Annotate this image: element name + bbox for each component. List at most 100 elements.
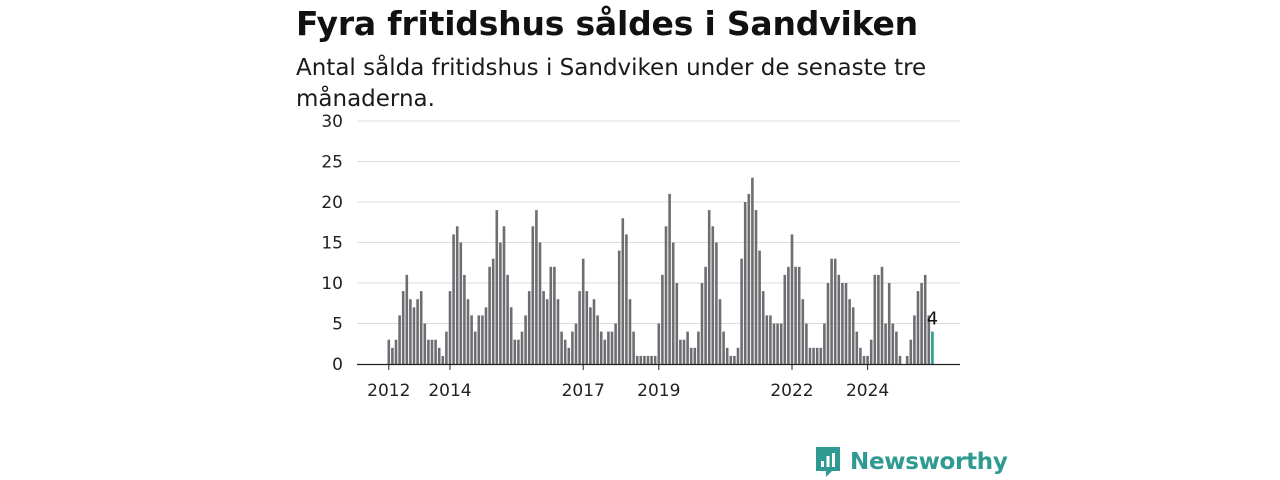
bar: [401, 291, 405, 364]
bar: [661, 274, 664, 364]
bar: [527, 291, 531, 364]
bar: [445, 331, 448, 364]
y-tick-label: 5: [332, 315, 343, 335]
bar: [913, 315, 916, 364]
bar: [776, 323, 779, 364]
bar: [545, 299, 549, 364]
bar: [387, 339, 391, 364]
bar: [585, 291, 589, 364]
bar: [812, 347, 815, 364]
bar: [675, 283, 679, 364]
bar: [639, 355, 643, 364]
bar: [607, 331, 610, 364]
bar: [560, 331, 563, 364]
bar: [470, 315, 473, 364]
bar: [772, 323, 776, 364]
bar: [905, 355, 909, 364]
bar: [844, 283, 848, 364]
bar: [769, 315, 772, 364]
bar: [790, 234, 794, 364]
bar: [635, 355, 639, 364]
bar: [621, 218, 625, 364]
bar: [502, 226, 506, 364]
bar: [567, 347, 571, 364]
bar: [743, 202, 747, 364]
bar: [412, 307, 416, 364]
bar: [707, 210, 711, 364]
bar: [815, 347, 819, 364]
y-tick-label: 0: [332, 355, 343, 375]
bar: [531, 226, 535, 364]
bar: [416, 299, 419, 364]
bar: [851, 307, 855, 364]
bar: [441, 355, 445, 364]
bar: [614, 323, 617, 364]
bar: [787, 266, 790, 364]
bar: [571, 331, 574, 364]
bar: [855, 331, 859, 364]
bar: [920, 283, 923, 364]
bar-chart: 0 5 10 15 20 25 30 4 2012 2014 2017 2019 2022 2024: [321, 112, 960, 401]
bar: [819, 347, 823, 364]
bar: [927, 315, 931, 364]
bar: [481, 315, 484, 364]
bar: [700, 283, 704, 364]
bar: [923, 274, 927, 364]
bar: [599, 331, 603, 364]
bar: [751, 177, 754, 364]
bar: [513, 339, 517, 364]
bar: [779, 323, 783, 364]
bar: [524, 315, 527, 364]
bar: [909, 339, 913, 364]
bar: [556, 299, 560, 364]
bar: [535, 210, 538, 364]
bar: [657, 323, 661, 364]
bar: [632, 331, 635, 364]
bar: [427, 339, 430, 364]
bar: [898, 355, 902, 364]
bar: [765, 315, 769, 364]
bar: [877, 274, 880, 364]
bar: [409, 299, 412, 364]
bar: [693, 347, 697, 364]
bar: [895, 331, 898, 364]
bar: [452, 234, 455, 364]
bar: [484, 307, 488, 364]
x-tick-label: 2017: [562, 381, 605, 401]
bar: [434, 339, 437, 364]
bar: [794, 266, 797, 364]
bar: [862, 355, 866, 364]
bar: [542, 291, 545, 364]
bar: [823, 323, 826, 364]
bar: [873, 274, 877, 364]
bar: [646, 355, 650, 364]
bar: [679, 339, 682, 364]
bar: [704, 266, 707, 364]
bar: [437, 347, 441, 364]
bar: [833, 258, 837, 364]
bar: [671, 242, 675, 364]
bar: [837, 274, 841, 364]
bar: [869, 339, 873, 364]
bar: [553, 266, 556, 364]
bar: [405, 274, 409, 364]
x-tick-label: 2014: [428, 381, 471, 401]
bar: [686, 331, 689, 364]
bar: [830, 258, 833, 364]
bar: [463, 274, 466, 364]
bar: [761, 291, 765, 364]
bar: [848, 299, 851, 364]
bar: [538, 242, 542, 364]
bar: [783, 274, 787, 364]
bar: [722, 331, 725, 364]
bar: [747, 193, 751, 364]
bar: [517, 339, 520, 364]
newsworthy-logo-icon: [816, 447, 840, 477]
bar: [419, 291, 423, 364]
bar: [466, 299, 470, 364]
bar: [391, 347, 394, 364]
bar: [808, 347, 812, 364]
bar: [740, 258, 743, 364]
bar: [592, 299, 596, 364]
bar: [509, 307, 513, 364]
